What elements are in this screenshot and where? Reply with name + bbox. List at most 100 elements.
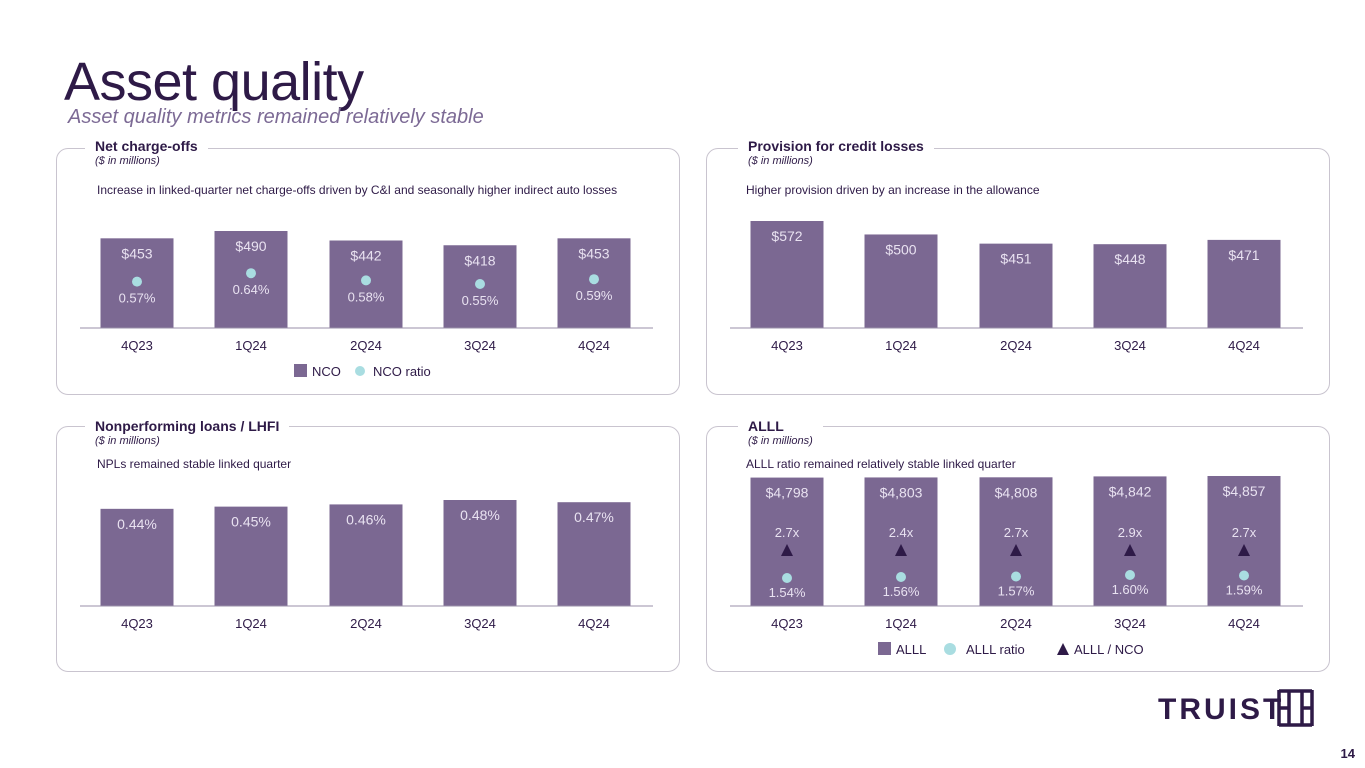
panel-title: Provision for credit losses bbox=[748, 138, 924, 154]
legend-swatch-nco bbox=[294, 364, 307, 377]
tick-label: 1Q24 bbox=[885, 338, 917, 353]
npl-chart: 0.44% 4Q23 0.45% 1Q24 0.46% 2Q24 0.48% 3Q24 0.47… bbox=[80, 500, 653, 631]
page-title: Asset quality bbox=[64, 52, 364, 112]
panel-provision bbox=[706, 148, 1330, 395]
legend-label: NCO ratio bbox=[373, 364, 431, 379]
panel-note: NPLs remained stable linked quarter bbox=[97, 457, 292, 471]
data-label: 0.48% bbox=[460, 507, 500, 523]
data-label: $500 bbox=[885, 241, 916, 257]
panel-units: ($ in millions) bbox=[748, 435, 813, 447]
multiple-label: 2.4x bbox=[889, 525, 914, 540]
panel-note: ALLL ratio remained relatively stable li… bbox=[746, 457, 1016, 471]
ratio-dot bbox=[782, 573, 792, 583]
page-subtitle: Asset quality metrics remained relativel… bbox=[68, 106, 484, 128]
panel-alll bbox=[706, 426, 1330, 672]
ratio-dot bbox=[1125, 570, 1135, 580]
data-label: $448 bbox=[1114, 251, 1145, 267]
panel-npl bbox=[56, 426, 680, 672]
panel-units: ($ in millions) bbox=[748, 155, 813, 167]
tick-label: 3Q24 bbox=[1114, 338, 1146, 353]
provision-chart: $572 4Q23 $500 1Q24 $451 2Q24 $448 3Q24 $471 4Q24 bbox=[730, 221, 1303, 353]
legend-label: ALLL ratio bbox=[966, 642, 1025, 657]
bar bbox=[1093, 244, 1167, 328]
bar bbox=[1093, 476, 1167, 606]
data-label: $418 bbox=[464, 252, 495, 268]
ratio-label: 1.56% bbox=[883, 584, 920, 599]
panel-net-charge-offs bbox=[56, 148, 680, 395]
data-label: $490 bbox=[235, 238, 266, 254]
bar bbox=[979, 477, 1053, 606]
panel-head-provision: Provision for credit losses ($ in millio… bbox=[738, 138, 934, 168]
tick-label: 1Q24 bbox=[235, 616, 267, 631]
data-label: $451 bbox=[1000, 251, 1031, 267]
data-label: 0.44% bbox=[117, 516, 157, 532]
bar bbox=[557, 502, 631, 606]
alll-nco-triangle bbox=[895, 544, 907, 556]
tick-label: 4Q23 bbox=[771, 616, 803, 631]
tick-label: 3Q24 bbox=[464, 338, 496, 353]
data-label: 0.47% bbox=[574, 509, 614, 525]
legend-label: ALLL bbox=[896, 642, 926, 657]
panel-head-net-charge-offs: Net charge-offs ($ in millions) bbox=[85, 138, 208, 168]
tick-label: 3Q24 bbox=[1114, 616, 1146, 631]
alll-nco-triangle bbox=[1124, 544, 1136, 556]
multiple-label: 2.9x bbox=[1118, 525, 1143, 540]
panel-title: Nonperforming loans / LHFI bbox=[95, 418, 280, 434]
ratio-label: 0.57% bbox=[119, 291, 156, 306]
ratio-label: 0.58% bbox=[348, 289, 385, 304]
legend-label: ALLL / NCO bbox=[1074, 642, 1144, 657]
data-label: 0.45% bbox=[231, 514, 271, 530]
page-number: 14 bbox=[1340, 746, 1355, 761]
data-label: $442 bbox=[350, 248, 381, 264]
data-label: $4,842 bbox=[1109, 483, 1152, 499]
alll-nco-triangle bbox=[1010, 544, 1022, 556]
bar bbox=[1207, 239, 1281, 328]
legend-swatch-ratio bbox=[944, 643, 956, 655]
ratio-label: 1.60% bbox=[1112, 582, 1149, 597]
tick-label: 4Q24 bbox=[578, 338, 610, 353]
legend-swatch-triangle bbox=[1057, 643, 1069, 655]
tick-label: 4Q23 bbox=[121, 616, 153, 631]
legend-label: NCO bbox=[312, 364, 341, 379]
bar bbox=[443, 500, 517, 606]
ratio-dot bbox=[1239, 570, 1249, 581]
bar bbox=[750, 477, 824, 606]
ratio-label: 0.59% bbox=[576, 288, 613, 303]
ratio-label: 0.55% bbox=[462, 293, 499, 308]
truist-logo: TRUIST bbox=[1158, 688, 1323, 733]
logo-text: TRUIST bbox=[1158, 693, 1284, 726]
panel-note: Increase in linked-quarter net charge-of… bbox=[97, 183, 618, 197]
panel-units: ($ in millions) bbox=[95, 155, 160, 167]
tick-label: 2Q24 bbox=[1000, 338, 1032, 353]
bar bbox=[979, 243, 1053, 328]
tick-label: 4Q23 bbox=[771, 338, 803, 353]
tick-label: 2Q24 bbox=[350, 338, 382, 353]
bar bbox=[750, 221, 824, 328]
legend-swatch-alll bbox=[878, 642, 891, 655]
tick-label: 2Q24 bbox=[350, 616, 382, 631]
tick-label: 4Q24 bbox=[1228, 616, 1260, 631]
panel-head-npl: Nonperforming loans / LHFI ($ in million… bbox=[85, 418, 290, 448]
data-label: $4,803 bbox=[880, 484, 923, 500]
ratio-dot bbox=[361, 275, 371, 286]
alll-nco-triangle bbox=[1238, 544, 1250, 556]
bar bbox=[214, 231, 288, 328]
panel-title: Net charge-offs bbox=[95, 138, 198, 154]
data-label: $453 bbox=[121, 245, 152, 261]
data-label: $453 bbox=[578, 245, 609, 261]
tick-label: 4Q24 bbox=[1228, 338, 1260, 353]
ratio-dot bbox=[246, 268, 256, 279]
data-label: $4,808 bbox=[995, 484, 1038, 500]
bar bbox=[100, 508, 174, 606]
ratio-dot bbox=[1011, 571, 1021, 582]
bar bbox=[864, 477, 938, 606]
multiple-label: 2.7x bbox=[775, 525, 800, 540]
alll-chart: $4,798 4Q23 $4,803 1Q24 $4,808 2Q24 $4,842 3Q24… bbox=[730, 476, 1303, 657]
tick-label: 2Q24 bbox=[1000, 616, 1032, 631]
panel-head-alll: ALLL ($ in millions) bbox=[738, 418, 823, 448]
bar bbox=[329, 504, 403, 606]
data-label: $4,857 bbox=[1223, 483, 1266, 499]
bar bbox=[1207, 476, 1281, 606]
ratio-dot bbox=[896, 572, 906, 582]
bar bbox=[214, 506, 288, 606]
